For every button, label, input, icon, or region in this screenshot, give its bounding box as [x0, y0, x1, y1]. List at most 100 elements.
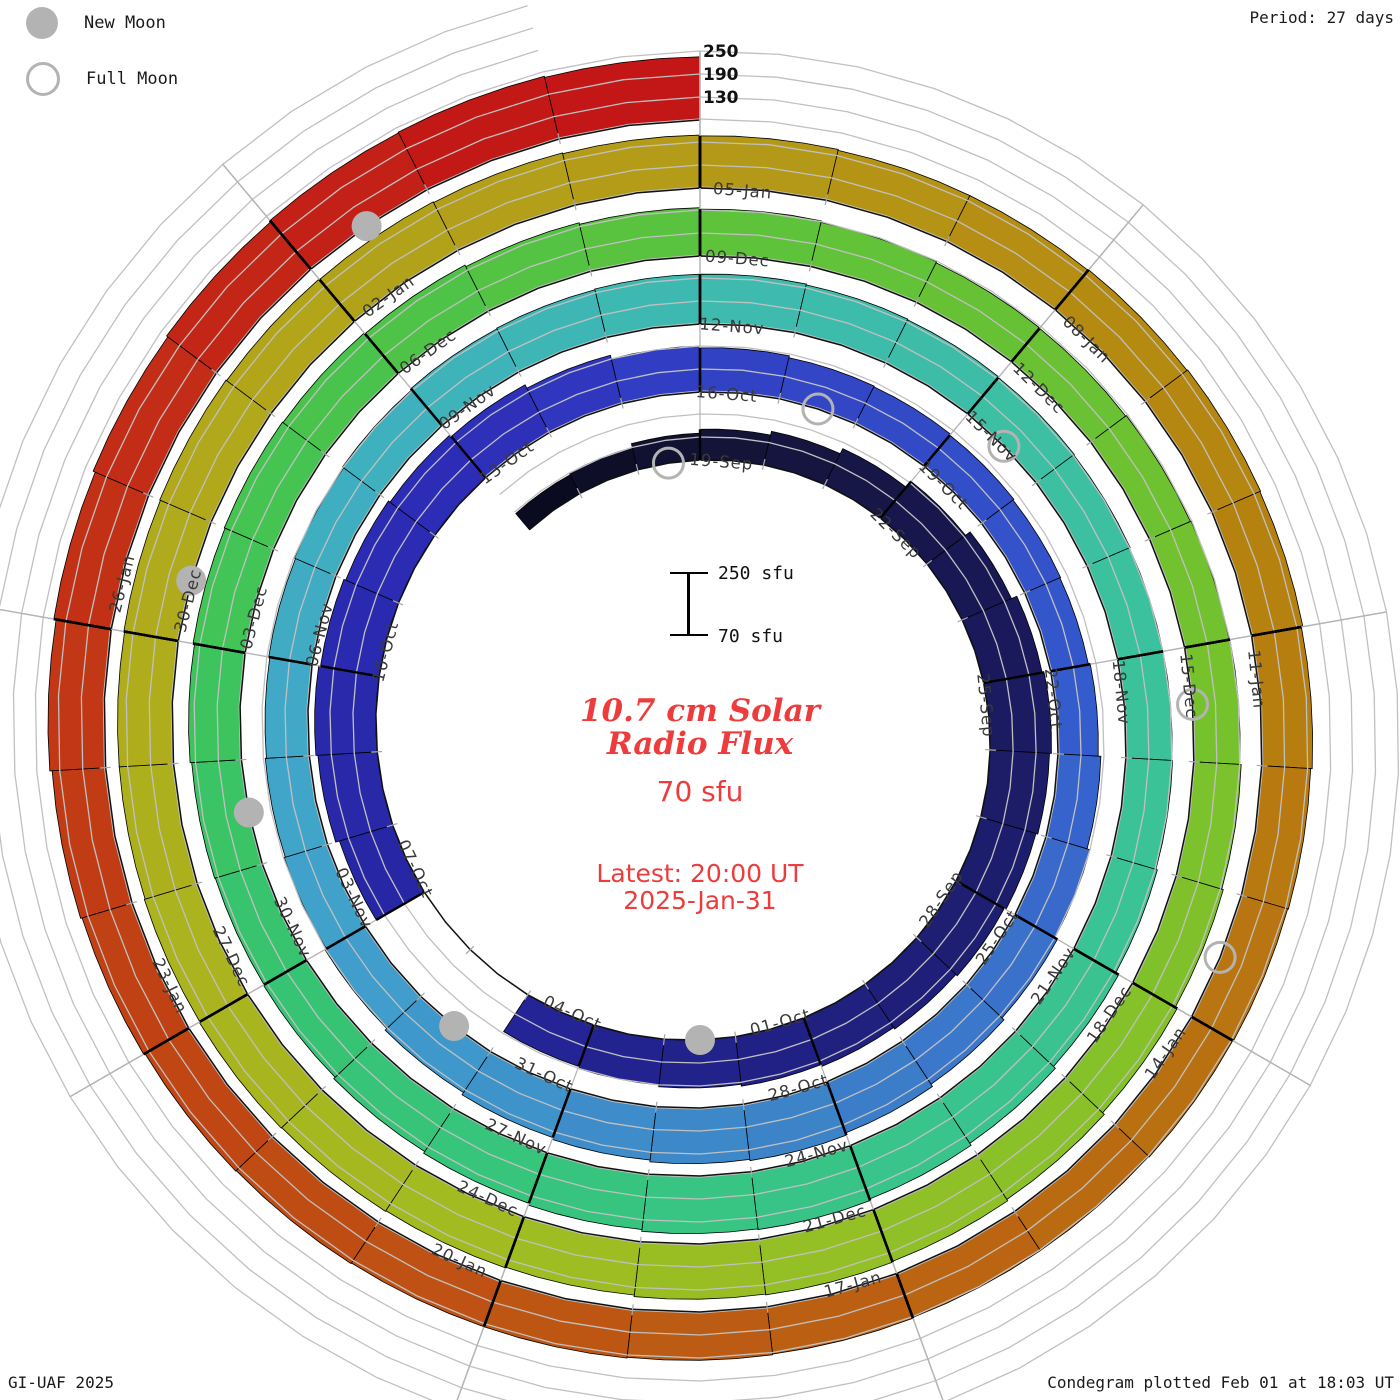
day-tick [1171, 873, 1183, 878]
day-tick [1031, 478, 1042, 487]
day-tick [142, 492, 154, 498]
day-tick [423, 184, 430, 195]
date-tick-black [923, 434, 951, 467]
new-moon-icon [26, 7, 58, 39]
date-tick-black [577, 1024, 595, 1067]
day-tick [205, 519, 216, 525]
date-tick-black [269, 219, 312, 270]
day-tick [922, 559, 933, 568]
full-moon-marker-15-Dec [1176, 687, 1210, 721]
new-moon-label: New Moon [84, 13, 166, 33]
day-tick [265, 409, 276, 418]
flux-bar-24-Jan [51, 767, 133, 919]
day-tick [524, 990, 532, 1001]
flux-bar-29-Oct [649, 1103, 751, 1165]
day-tick [191, 881, 203, 886]
day-tick [635, 463, 640, 475]
date-tick-black [1054, 269, 1090, 311]
date-label-09-Dec: 09-Dec [704, 246, 770, 270]
date-tick-black [551, 1088, 572, 1138]
date-rays-layer [0, 51, 1387, 1400]
day-tick [974, 1150, 982, 1161]
day-tick [936, 1093, 944, 1104]
day-tick [416, 992, 425, 1001]
day-tick [655, 1101, 658, 1113]
day-tick [1236, 893, 1248, 898]
day-tick [647, 1169, 650, 1181]
day-tick [619, 397, 624, 409]
flux-bar-28-Dec [118, 763, 198, 900]
credit-right: Condegram plotted Feb 01 at 18:03 UT [1047, 1373, 1394, 1392]
radial-axis-label-250: 250 [703, 42, 739, 62]
day-tick [465, 945, 475, 955]
day-tick [374, 490, 385, 499]
date-tick-black [318, 278, 356, 323]
new-moon-marker-02-Oct [685, 1025, 715, 1055]
flux-bar-25-Jan [47, 619, 112, 772]
date-label-19-Sep: 19-Sep [689, 450, 754, 474]
day-tick [235, 758, 247, 761]
day-tick [639, 1236, 642, 1248]
date-tick-black [268, 655, 313, 666]
day-tick [411, 1160, 419, 1171]
day-tick [386, 823, 398, 828]
date-label-12-Nov: 12-Nov [699, 314, 765, 338]
day-tick [454, 244, 461, 256]
day-tick [777, 392, 782, 404]
full-moon-label: Full Moon [86, 69, 179, 89]
chart-title-line2: Radio Flux [606, 726, 794, 762]
scale-bar-top-cap [670, 572, 708, 574]
day-tick [366, 1039, 376, 1048]
day-tick [449, 1103, 457, 1114]
day-tick [557, 132, 561, 144]
date-tick-black [1251, 625, 1302, 637]
date-tick-black [1191, 1015, 1234, 1042]
date-tick-black [53, 617, 112, 631]
latest-flux-value: 70 sfu [656, 775, 744, 808]
flux-bar-08-Oct [317, 751, 394, 843]
latest-time-line: Latest: 20:00 UT [596, 859, 804, 888]
date-tick-black [123, 630, 179, 643]
day-tick [962, 980, 972, 989]
day-tick [977, 519, 987, 527]
date-tick-black [983, 671, 1045, 685]
day-tick [824, 194, 829, 206]
day-tick [1106, 854, 1118, 859]
day-tick [330, 573, 341, 579]
day-tick [267, 1132, 277, 1141]
legend-row-new-moon: New Moon [26, 6, 178, 40]
day-tick [1052, 752, 1065, 755]
date-tick-black [802, 1017, 822, 1066]
date-tick-black [1117, 650, 1164, 661]
radial-axis-label-130: 130 [703, 88, 739, 108]
day-tick [604, 331, 608, 343]
day-tick [1120, 756, 1132, 759]
day-tick [1144, 536, 1156, 542]
flux-bar-16-Sep [515, 474, 581, 531]
date-tick-black [1010, 327, 1041, 363]
gridline-spiral-190sfu [0, 27, 1377, 1400]
day-tick [1061, 1073, 1071, 1083]
day-tick [1011, 1206, 1019, 1217]
day-tick [211, 368, 221, 377]
flux-bar-04-Nov [264, 755, 328, 858]
day-tick [545, 427, 553, 438]
chart-title-line1: 10.7 cm Solar [579, 693, 821, 729]
date-label-16-Oct: 16-Oct [695, 382, 758, 406]
day-tick [1011, 1027, 1021, 1036]
day-tick [429, 531, 439, 539]
day-tick [572, 199, 577, 211]
flux-bar-23-Dec [505, 1216, 641, 1296]
day-tick [588, 265, 593, 277]
radial-axis-layer: 250 190 130 [703, 42, 739, 108]
date-tick-black [879, 480, 913, 519]
date-tick-black [1014, 913, 1059, 941]
day-tick [576, 487, 583, 499]
date-tick-black [263, 959, 308, 986]
latest-date-line: 2025-Jan-31 [623, 886, 777, 915]
day-tick [861, 979, 870, 990]
date-tick-black [143, 1027, 190, 1056]
day-tick [793, 326, 797, 338]
day-tick [1019, 590, 1031, 596]
